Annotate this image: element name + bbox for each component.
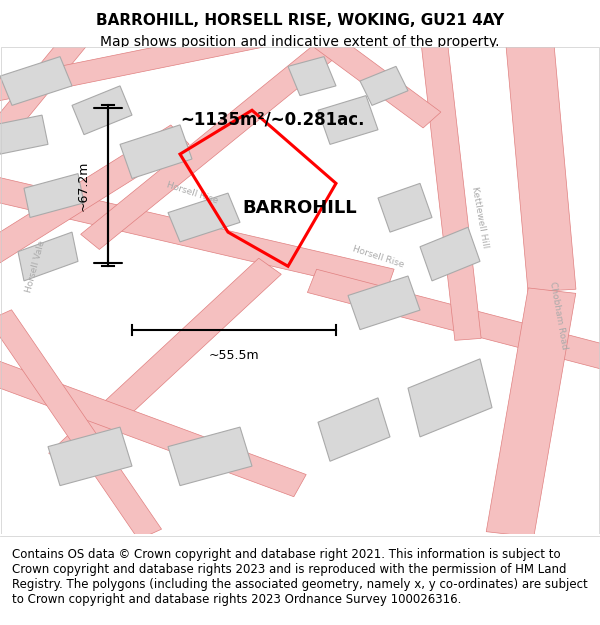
Polygon shape: [24, 174, 84, 218]
Polygon shape: [18, 232, 78, 281]
Text: Chobham Road: Chobham Road: [548, 281, 568, 349]
Polygon shape: [288, 57, 336, 96]
Polygon shape: [0, 57, 72, 106]
Polygon shape: [0, 115, 48, 154]
Polygon shape: [486, 288, 576, 537]
Polygon shape: [0, 352, 306, 497]
Polygon shape: [48, 427, 132, 486]
Polygon shape: [504, 21, 576, 292]
Text: BARROHILL, HORSELL RISE, WOKING, GU21 4AY: BARROHILL, HORSELL RISE, WOKING, GU21 4A…: [96, 13, 504, 28]
Text: ~1135m²/~0.281ac.: ~1135m²/~0.281ac.: [180, 111, 365, 129]
Text: Contains OS data © Crown copyright and database right 2021. This information is : Contains OS data © Crown copyright and d…: [12, 548, 588, 606]
Text: BARROHILL: BARROHILL: [242, 199, 358, 217]
Text: ~55.5m: ~55.5m: [209, 349, 259, 362]
Text: ~67.2m: ~67.2m: [77, 161, 90, 211]
Polygon shape: [408, 359, 492, 437]
Polygon shape: [291, 14, 441, 128]
Polygon shape: [0, 16, 101, 175]
Text: Map shows position and indicative extent of the property.: Map shows position and indicative extent…: [100, 35, 500, 49]
Polygon shape: [378, 183, 432, 232]
Polygon shape: [0, 172, 394, 292]
Polygon shape: [80, 15, 370, 249]
Text: Horsell Vale: Horsell Vale: [25, 239, 47, 293]
Polygon shape: [419, 21, 481, 341]
Text: Horsell Rise: Horsell Rise: [165, 181, 219, 206]
Polygon shape: [120, 125, 192, 179]
Polygon shape: [0, 310, 161, 539]
Polygon shape: [72, 86, 132, 134]
Text: Kettlewell Hill: Kettlewell Hill: [470, 186, 490, 249]
Polygon shape: [318, 398, 390, 461]
Polygon shape: [348, 276, 420, 329]
Text: Horsell Rise: Horsell Rise: [351, 244, 405, 269]
Polygon shape: [307, 269, 600, 376]
Polygon shape: [49, 258, 281, 469]
Polygon shape: [168, 193, 240, 242]
Polygon shape: [360, 66, 408, 106]
Polygon shape: [0, 12, 333, 106]
Polygon shape: [420, 228, 480, 281]
Polygon shape: [318, 96, 378, 144]
Polygon shape: [0, 125, 189, 276]
Polygon shape: [168, 427, 252, 486]
